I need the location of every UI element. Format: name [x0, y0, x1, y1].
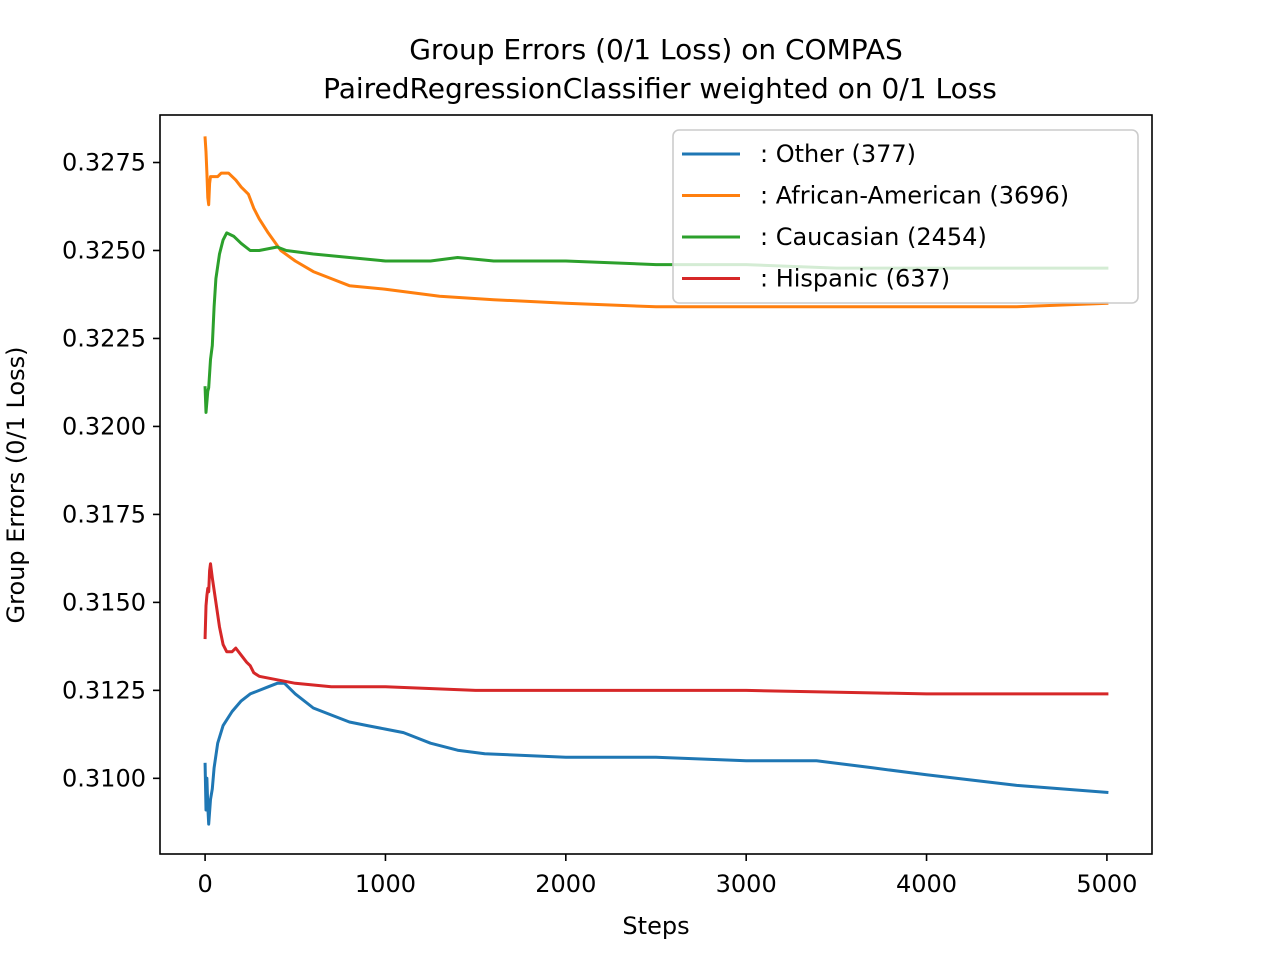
x-axis-label: Steps — [622, 912, 689, 940]
x-tick-label: 1000 — [355, 870, 416, 898]
legend: : Other (377) : African-American (3696) : … — [672, 129, 1139, 304]
y-tick-label: 0.3225 — [62, 324, 146, 352]
y-tick-label: 0.3200 — [62, 412, 146, 440]
chart-subtitle: PairedRegressionClassifier weighted on 0… — [323, 72, 997, 105]
legend-label: : Caucasian (2454) — [760, 223, 987, 251]
x-tick-label: 5000 — [1076, 870, 1137, 898]
x-tick-label: 4000 — [896, 870, 957, 898]
x-tick-label: 2000 — [535, 870, 596, 898]
y-tick-label: 0.3175 — [62, 500, 146, 528]
plot-area — [159, 114, 1153, 855]
series-line-4 — [203, 562, 1109, 696]
series-line-2 — [203, 136, 1109, 309]
y-tick-label: 0.3250 — [62, 236, 146, 264]
x-axis: 0 1000 2000 3000 4000 5000 — [197, 854, 1137, 898]
y-tick-label: 0.3125 — [62, 676, 146, 704]
y-axis-label: Group Errors (0/1 Loss) — [2, 347, 30, 624]
legend-label: : African-American (3696) — [760, 182, 1069, 210]
series-line-3 — [203, 231, 1109, 414]
legend-box — [672, 129, 1139, 304]
chart-title: Group Errors (0/1 Loss) on COMPAS — [409, 33, 903, 66]
legend-label: : Hispanic (637) — [760, 265, 950, 293]
y-tick-label: 0.3275 — [62, 149, 146, 177]
x-tick-label: 0 — [197, 870, 212, 898]
legend-label: : Other (377) — [760, 140, 916, 168]
series-layer — [203, 136, 1109, 826]
x-tick-label: 3000 — [716, 870, 777, 898]
y-tick-label: 0.3100 — [62, 764, 146, 792]
series-line-1 — [203, 681, 1109, 826]
y-axis: 0.3100 0.3125 0.3150 0.3175 0.3200 0.3225 0.32… — [62, 149, 160, 792]
plot-frame — [159, 114, 1153, 855]
y-tick-label: 0.3150 — [62, 588, 146, 616]
